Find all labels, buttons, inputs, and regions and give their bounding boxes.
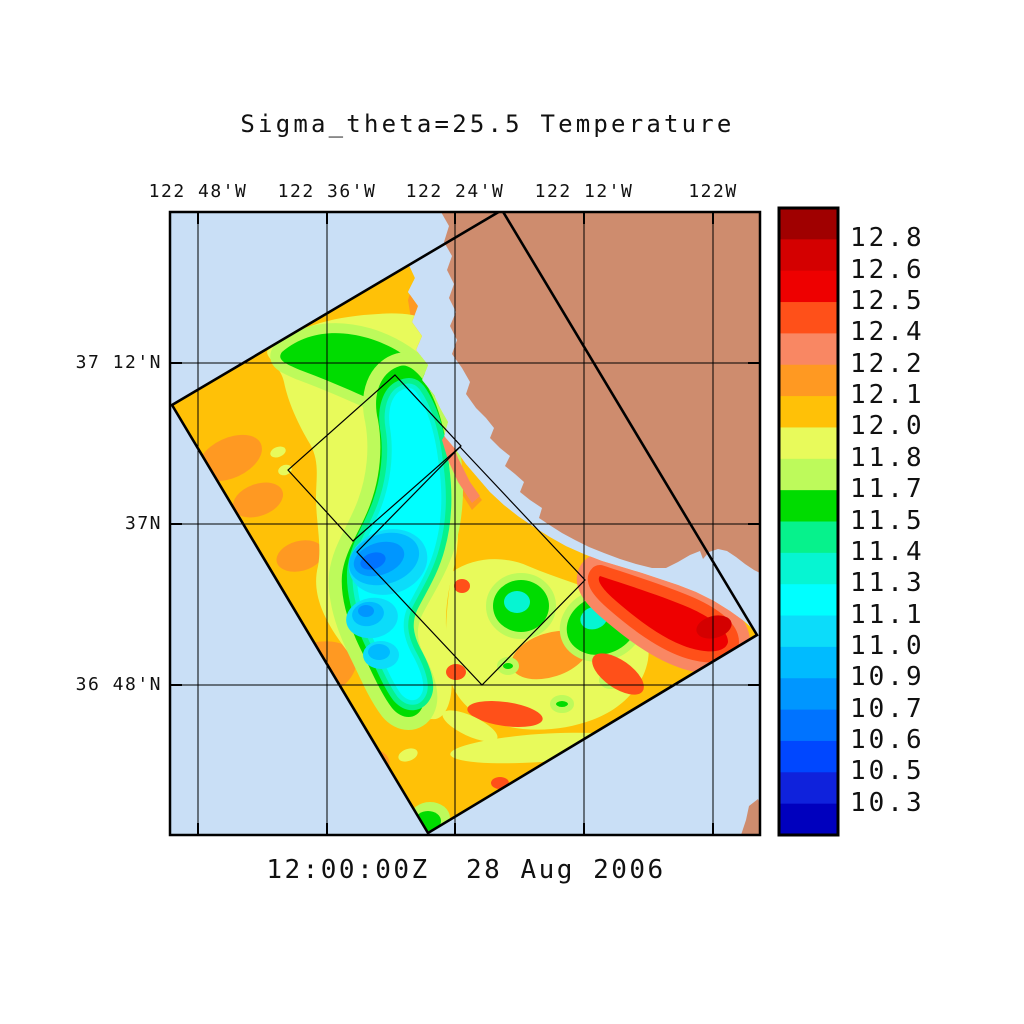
colorbar-label: 12.8 — [850, 223, 925, 254]
colorbar-segment — [779, 803, 838, 836]
colorbar-label: 11.8 — [850, 442, 925, 473]
colorbar-segment — [779, 646, 838, 679]
colorbar-segment — [779, 302, 838, 334]
colorbar-segment — [779, 552, 838, 585]
colorbar-segment — [779, 458, 838, 491]
colorbar-segment — [779, 521, 838, 554]
colorbar-segment — [779, 584, 838, 617]
colorbar-label: 10.5 — [850, 756, 925, 787]
y-tick-label: 37 12'N — [75, 352, 162, 373]
colorbar-label: 11.7 — [850, 474, 925, 505]
field-salmon-edge-strip — [442, 430, 480, 503]
plot-frame — [168, 210, 762, 837]
colorbar-segment — [779, 615, 838, 648]
colorbar-segment — [779, 396, 838, 429]
colorbar-segment — [779, 270, 838, 303]
field-eddy-red-arcs — [446, 579, 644, 789]
nested-domain-boxes — [287, 374, 586, 686]
y-tick-label: 36 48'N — [75, 674, 162, 695]
colorbar-label: 12.6 — [850, 254, 925, 285]
colorbar-label: 10.6 — [850, 724, 925, 755]
colorbar-label: 11.3 — [850, 568, 925, 599]
colorbar-segment — [779, 709, 838, 742]
colorbar-segments — [779, 208, 838, 836]
colorbar-label: 12.5 — [850, 286, 925, 317]
colorbar-label: 12.4 — [850, 317, 925, 348]
colorbar-segment — [779, 772, 838, 805]
colorbar-label: 11.4 — [850, 536, 925, 567]
colorbar-label: 10.9 — [850, 662, 925, 693]
x-tick-label: 122 24'W — [405, 181, 505, 202]
colorbar-segment — [779, 490, 838, 523]
colorbar-label: 10.3 — [850, 787, 925, 818]
grid-lines — [170, 212, 760, 835]
y-tick-label: 37N — [124, 513, 162, 534]
colorbar-segment — [779, 364, 838, 397]
colorbar-segment — [779, 740, 838, 773]
colorbar-frame — [777, 206, 840, 837]
colorbar-segment — [779, 208, 838, 240]
plot-title: Sigma_theta=25.5 Temperature — [240, 110, 735, 138]
x-tick-label: 122 36'W — [277, 181, 377, 202]
x-tick-label: 122 12'W — [534, 181, 634, 202]
x-tick-label: 122W — [688, 181, 738, 202]
colorbar-label: 11.1 — [850, 599, 925, 630]
timestamp-label: 12:00:00Z 28 Aug 2006 — [266, 855, 666, 885]
colorbar-segment — [779, 239, 838, 272]
colorbar-label: 10.7 — [850, 693, 925, 724]
colorbar-label: 11.0 — [850, 630, 925, 661]
colorbar-segment — [779, 333, 838, 366]
axis-ticks — [170, 212, 760, 835]
colorbar-label: 11.5 — [850, 505, 925, 536]
field-blue-core — [346, 529, 428, 669]
colorbar-segment — [779, 678, 838, 711]
model-domain-outline — [170, 212, 759, 835]
land-point-sur — [741, 799, 760, 835]
colorbar-segment — [779, 427, 838, 460]
colorbar-label: 12.1 — [850, 380, 925, 411]
temperature-field — [172, 265, 757, 833]
colorbar-label: 12.2 — [850, 348, 925, 379]
land-coastline — [441, 212, 760, 573]
colorbar-label: 12.0 — [850, 411, 925, 442]
field-warm-plume — [576, 554, 750, 674]
x-tick-label: 122 48'W — [148, 181, 248, 202]
map-area — [170, 212, 760, 835]
